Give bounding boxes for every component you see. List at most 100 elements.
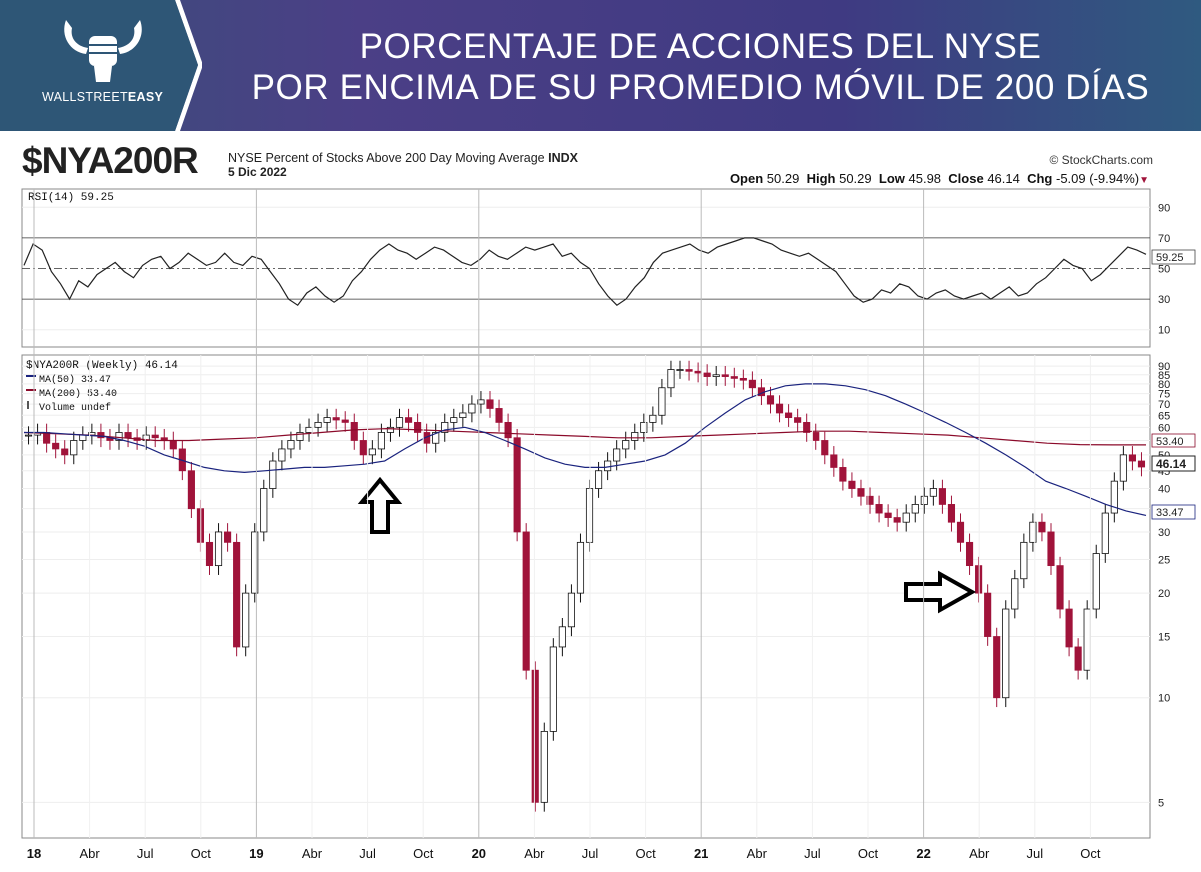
candle-body: [486, 399, 494, 409]
x-axis: 18 Abr Jul Oct 19 Abr Jul Oct 20 Abr Jul Oct 21 Abr Ju…: [27, 189, 1101, 861]
price-tick-label: 85: [1158, 370, 1170, 382]
candle-body: [993, 636, 1001, 699]
candle-body: [477, 399, 485, 405]
legend-ma200: MA(200) 53.40: [39, 388, 117, 400]
rsi-last-box: [1151, 249, 1196, 265]
candle-body: [377, 432, 385, 450]
candle-body: [1065, 608, 1073, 648]
close-last-box: [1151, 455, 1196, 472]
candle-body: [305, 426, 313, 433]
open-label: Open: [729, 171, 764, 186]
candle-body: [676, 369, 684, 371]
candle-body: [875, 504, 883, 514]
low-label: Low: [878, 171, 905, 186]
legend-volume-swatch: [27, 401, 29, 409]
x-tick-label: Oct: [858, 846, 879, 861]
x-tick-label: Jul: [1026, 846, 1043, 861]
x-tick-label: Abr: [79, 846, 100, 861]
candle-body: [965, 541, 974, 567]
candle-body: [314, 421, 322, 428]
legend-main: $NYA200R (Weekly) 46.14: [26, 360, 178, 372]
x-tick-label: 19: [249, 846, 263, 861]
candle-body: [613, 448, 621, 462]
candle-body: [1002, 608, 1010, 699]
x-tick-label: Jul: [804, 846, 821, 861]
candle-body: [1038, 521, 1046, 533]
candle-body: [893, 517, 901, 523]
candle-body: [721, 374, 729, 377]
candle-body: [495, 408, 503, 423]
x-tick-label: 20: [472, 846, 486, 861]
candle-body: [468, 403, 476, 414]
candle-body: [739, 377, 747, 381]
candle-body: [1056, 565, 1064, 610]
candle-body: [169, 440, 177, 450]
candle-body: [830, 454, 838, 468]
rsi-last-value: 59.25: [1156, 252, 1184, 264]
price-tick-label: 25: [1158, 554, 1170, 566]
candle-body: [794, 417, 802, 423]
candle-body: [848, 480, 856, 489]
x-tick-label: Jul: [582, 846, 599, 861]
price-tick-label: 75: [1158, 389, 1170, 401]
candle-body: [766, 395, 775, 405]
candle-body: [1011, 578, 1019, 610]
candle-body: [1137, 460, 1146, 468]
candle-body: [685, 369, 693, 372]
candle-body: [558, 626, 566, 648]
candle-body: [97, 432, 105, 439]
chart-description: NYSE Percent of Stocks Above 200 Day Mov…: [228, 151, 578, 165]
candle-body: [1128, 454, 1136, 462]
ma50-last-value: 33.47: [1156, 507, 1184, 519]
candle-body: [812, 432, 820, 441]
rsi-series-line: [23, 237, 1147, 307]
rsi-tick-label: 70: [1158, 233, 1170, 245]
x-tick-label: 22: [916, 846, 930, 861]
candle-body: [224, 531, 232, 543]
candle-body: [884, 512, 892, 518]
ticker-symbol: $NYA200R: [22, 140, 199, 181]
candle-body: [287, 440, 295, 450]
candle-body: [441, 421, 449, 433]
candle-body: [975, 565, 983, 594]
candle-body: [350, 421, 358, 441]
candle-body: [803, 421, 811, 433]
chg-label: Chg: [1027, 171, 1053, 186]
candle-body: [911, 504, 919, 514]
candle-body: [839, 467, 847, 482]
candle-body: [323, 417, 331, 423]
x-tick-label: Oct: [413, 846, 434, 861]
candle-body: [576, 541, 585, 594]
price-tick-label: 15: [1158, 632, 1170, 644]
bull-fist-logo-icon: [64, 20, 142, 82]
price-tick-label: 90: [1158, 361, 1170, 373]
banner-title-line1: PORCENTAJE DE ACCIONES DEL NYSE: [359, 27, 1042, 66]
candle-body: [947, 504, 956, 523]
candle-body: [712, 374, 720, 377]
ma50-last-box: [1151, 504, 1196, 520]
candle-body: [359, 440, 367, 456]
ohlc-readout: Open 50.29 High 50.29 Low 45.98 Close 46…: [730, 171, 1149, 186]
close-last-value: 46.14: [1156, 457, 1186, 471]
candle-body: [649, 414, 657, 423]
price-tick-label: 60: [1158, 422, 1170, 434]
x-tick-label: Abr: [524, 846, 545, 861]
price-tick-label: 70: [1158, 399, 1170, 411]
candle-body: [703, 372, 711, 377]
candle-body: [151, 434, 159, 439]
candle-body: [866, 495, 874, 505]
x-tick-label: Oct: [191, 846, 212, 861]
candle-body: [251, 531, 259, 594]
candle-body: [260, 488, 268, 533]
candle-body: [1101, 512, 1109, 554]
x-tick-label: 18: [27, 846, 41, 861]
candle-body: [938, 488, 946, 505]
price-tick-label: 30: [1158, 527, 1170, 539]
legend-ma50-swatch: [26, 375, 36, 377]
candle-body: [640, 421, 648, 433]
candle-body: [1047, 531, 1055, 567]
description-text: NYSE Percent of Stocks Above 200 Day Mov…: [228, 151, 545, 165]
candle-body: [187, 470, 195, 510]
candle-body: [1020, 541, 1028, 580]
